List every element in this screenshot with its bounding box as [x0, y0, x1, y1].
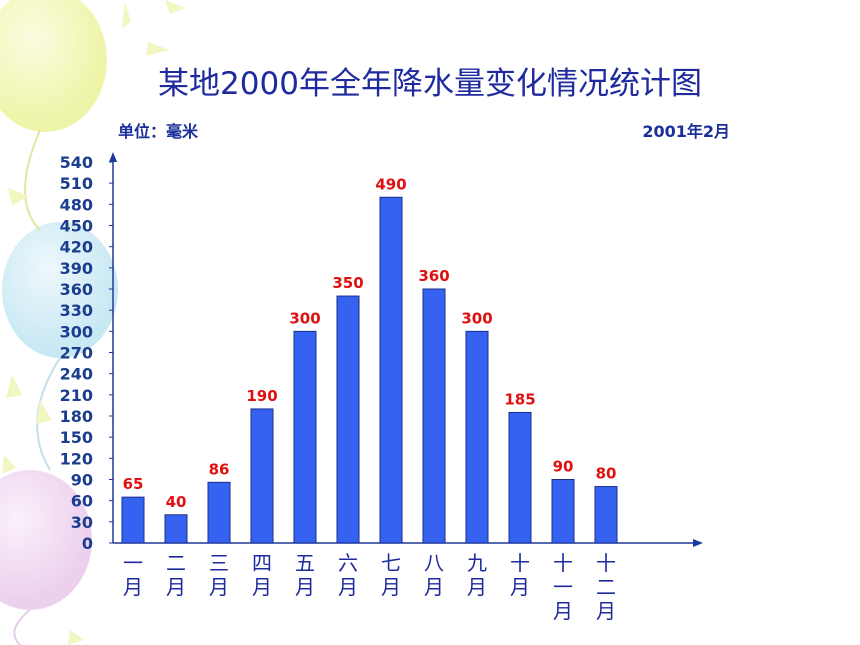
value-label-7: 490 [375, 175, 406, 193]
y-tick-label: 330 [60, 301, 93, 320]
bar-10 [508, 411, 532, 544]
y-tick-label: 0 [82, 534, 93, 553]
y-tick-label: 150 [60, 428, 93, 447]
value-label-11: 90 [553, 458, 574, 476]
chart-title: 某地2000年全年降水量变化情况统计图 [158, 66, 702, 102]
y-tick-label: 360 [60, 280, 93, 299]
bar-8 [422, 288, 446, 544]
category-label-9: 九月 [467, 551, 487, 599]
y-tick-label: 420 [60, 238, 93, 257]
category-label-11: 十一月 [553, 551, 573, 623]
bar-5 [293, 330, 317, 544]
category-label-5: 五月 [295, 551, 315, 599]
value-label-9: 300 [461, 309, 492, 327]
y-tick-label: 210 [60, 386, 93, 405]
balloon-pink [0, 470, 92, 610]
balloon-blue [2, 222, 118, 358]
bar-12 [594, 486, 618, 544]
bar-11 [551, 479, 575, 544]
bar-2 [164, 514, 188, 544]
y-tick-label: 240 [60, 365, 93, 384]
category-label-10: 十月 [510, 551, 530, 599]
y-tick-label: 180 [60, 407, 93, 426]
category-label-1: 一月 [123, 551, 143, 599]
category-label-2: 二月 [166, 551, 186, 599]
category-label-6: 六月 [338, 551, 358, 599]
bar-9 [465, 330, 489, 544]
category-label-12: 十二月 [596, 551, 616, 623]
value-label-12: 80 [596, 465, 617, 483]
y-tick-label: 90 [71, 471, 93, 490]
value-label-10: 185 [504, 390, 535, 408]
y-tick-label: 480 [60, 195, 93, 214]
unit-label: 单位：毫米 [118, 122, 199, 141]
y-axis-arrow [109, 152, 117, 162]
y-tick-label: 390 [60, 259, 93, 278]
value-label-1: 65 [123, 475, 144, 493]
y-tick-label: 450 [60, 217, 93, 236]
category-label-7: 七月 [381, 551, 401, 599]
y-tick-label: 510 [60, 174, 93, 193]
x-axis-arrow [693, 539, 703, 547]
y-tick-label: 60 [71, 492, 93, 511]
bar-7 [379, 196, 403, 544]
value-label-2: 40 [166, 493, 187, 511]
bar-4 [250, 408, 274, 544]
y-tick-label: 540 [60, 153, 93, 172]
value-label-8: 360 [418, 267, 449, 285]
date-label: 2001年2月 [642, 122, 730, 141]
y-tick-label: 270 [60, 344, 93, 363]
balloon-yellow [0, 0, 107, 132]
y-tick-label: 300 [60, 322, 93, 341]
bar-3 [207, 481, 231, 544]
value-label-5: 300 [289, 309, 320, 327]
category-label-4: 四月 [252, 551, 272, 599]
category-label-8: 八月 [424, 551, 444, 599]
value-label-6: 350 [332, 274, 363, 292]
value-label-4: 190 [246, 387, 277, 405]
decorative-sparkles [2, 0, 185, 645]
bar-6 [336, 295, 360, 544]
y-tick-label: 120 [60, 449, 93, 468]
category-label-3: 三月 [209, 551, 229, 599]
y-tick-label: 30 [71, 513, 93, 532]
bar-1 [121, 496, 145, 544]
value-label-3: 86 [209, 460, 230, 478]
